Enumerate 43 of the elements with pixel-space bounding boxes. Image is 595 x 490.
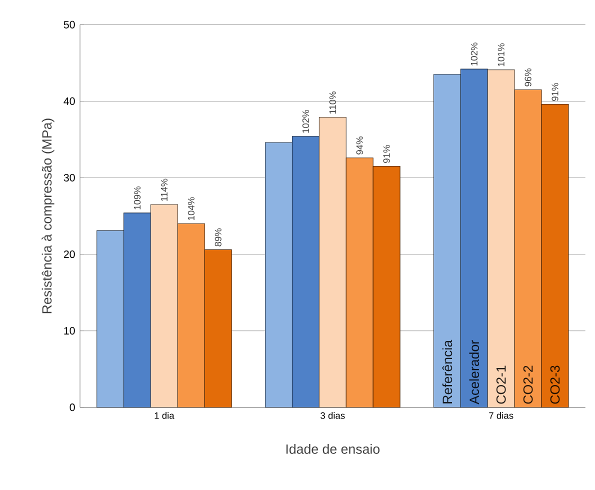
bar — [372, 166, 400, 408]
annotation: 101% — [498, 43, 504, 66]
bar — [346, 158, 374, 408]
bar — [177, 223, 205, 408]
annotation: 91% — [383, 144, 390, 163]
y-tick-label: 0 — [70, 404, 75, 412]
annotation: 102% — [470, 42, 478, 66]
y-axis-title: Resistência à compressão (MPa) — [42, 118, 54, 314]
annotation: 110% — [329, 92, 336, 114]
series-label: CO2-2 — [523, 366, 533, 404]
y-tick-label: 30 — [64, 174, 75, 182]
series-label: Referência — [442, 340, 452, 404]
y-tick-label: 20 — [64, 250, 75, 258]
bar — [150, 204, 178, 408]
bar — [292, 136, 320, 408]
bar — [487, 70, 515, 408]
bar — [514, 89, 542, 408]
bar — [96, 230, 124, 408]
series-label: Acelerador — [469, 340, 480, 404]
annotation: 102% — [302, 110, 310, 133]
annotation: 96% — [524, 68, 532, 86]
y-tick-label: 40 — [64, 97, 75, 105]
y-tick-label: 10 — [64, 327, 75, 335]
x-axis-title: Idade de ensaio — [286, 444, 380, 454]
bar — [541, 104, 569, 408]
bar — [318, 117, 346, 408]
bar — [460, 68, 488, 408]
x-tick-label: 7 dias — [489, 412, 514, 419]
annotation: 104% — [188, 197, 194, 220]
y-tick-label: 50 — [64, 20, 75, 28]
bar — [433, 74, 461, 408]
bar — [265, 142, 293, 408]
bar — [124, 212, 152, 408]
series-label: CO2-1 — [496, 366, 506, 404]
annotation: 109% — [134, 186, 141, 210]
annotation: 89% — [214, 228, 222, 246]
bar — [204, 249, 232, 408]
x-tick-label: 1 dia — [154, 412, 174, 419]
annotation: 91% — [552, 82, 558, 101]
annotation: 114% — [160, 178, 168, 201]
series-label: CO2-3 — [550, 366, 560, 404]
x-tick-label: 3 dias — [320, 412, 345, 419]
annotation: 94% — [356, 136, 363, 154]
